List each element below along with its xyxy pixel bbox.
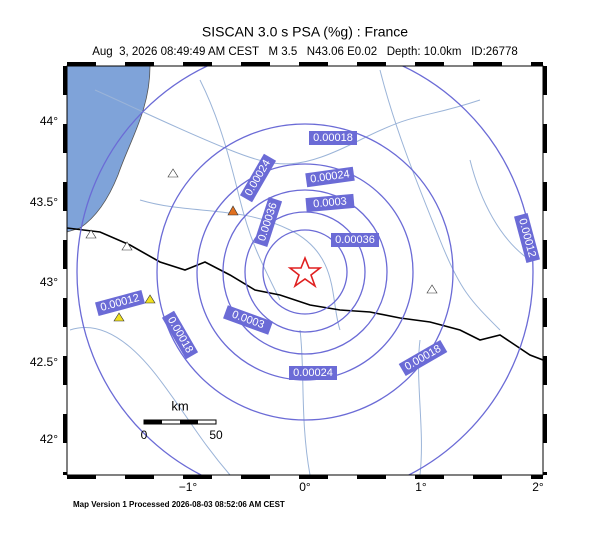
frame-tick [125,62,154,66]
frame-tick [531,62,543,66]
frame-tick [543,66,547,95]
contour-label: 0.00024 [289,366,337,380]
frame-tick [531,475,543,479]
map-body: 0.000180.000240.00030.000360.000240.0003… [67,66,543,475]
frame-tick [63,472,67,475]
label-text: 0.00018 [313,132,353,144]
frame-tick [63,414,67,443]
frame-tick [357,62,386,66]
frame-tick [63,66,67,95]
frame-tick [543,298,547,327]
frame-tick [473,62,502,66]
frame-tick [63,124,67,153]
label-text: 0.00024 [293,367,333,379]
label-box [331,233,379,247]
label-box [305,166,355,188]
frame-tick [125,475,154,479]
frame-tick [543,356,547,385]
frame-tick [415,475,444,479]
scale-bar: km 0 50 [141,398,223,442]
label-text: 0.00036 [335,234,375,246]
lat-label: 42.5° [30,355,58,369]
frame-tick [415,62,444,66]
label-box [289,366,337,380]
station [426,284,438,294]
frame-tick [543,124,547,153]
frame-tick [299,62,328,66]
label-box [309,131,357,145]
scale-start: 0 [141,428,148,442]
station [85,229,97,239]
frame-tick [473,475,502,479]
frame-tick [543,472,547,475]
lon-label: −1° [179,480,198,494]
contour-label: 0.00036 [331,233,379,247]
station [167,168,179,178]
frame-tick [63,240,67,269]
contour-label: 0.00018 [309,131,357,145]
label-box [305,193,355,213]
frame-tick [67,62,96,66]
lat-label: 44° [40,114,58,128]
title: SISCAN 3.0 s PSA (%g) : France [202,24,408,40]
frame-tick [543,182,547,211]
label-box [95,290,145,316]
station [144,294,156,304]
frame-tick [63,356,67,385]
border [67,227,543,361]
label-box [161,310,199,360]
lat-label: 43° [40,275,58,289]
frame-tick [299,475,328,479]
lat-label: 42° [40,432,58,446]
subtitle: Aug 3, 2026 08:49:49 AM CEST M 3.5 N43.0… [92,46,518,58]
ocean [67,66,151,233]
frame-tick [543,414,547,443]
frame-tick [183,475,212,479]
frame-tick [357,475,386,479]
scale-unit: km [171,398,188,413]
lon-label: 0° [299,480,311,494]
frame-tick [241,475,270,479]
frame-tick [63,182,67,211]
contour-label: 0.00024 [305,166,355,188]
frame-tick [543,240,547,269]
lon-label: 2° [532,480,544,494]
frame-tick [241,62,270,66]
label-box [223,305,273,335]
label-box [398,339,448,377]
epicenter [287,255,323,289]
label-box [239,153,277,203]
contour-labels: 0.000180.000240.00030.000360.000240.0003… [95,131,540,380]
frame-tick [67,475,96,479]
label-text: 0.00024 [309,168,350,185]
station [113,312,125,322]
lat-label: 43.5° [30,195,58,209]
label-box [253,197,283,247]
station [121,241,133,251]
scale-end: 50 [209,428,223,442]
footer: Map Version 1 Processed 2026-08-03 08:52… [73,500,285,509]
label-text: 0.0003 [313,195,348,210]
frame-tick [183,62,212,66]
lon-label: 1° [415,480,427,494]
label-box [514,213,540,263]
frame-tick [63,298,67,327]
frame [63,62,547,479]
contour-label: 0.0003 [305,193,355,213]
station [227,205,239,216]
